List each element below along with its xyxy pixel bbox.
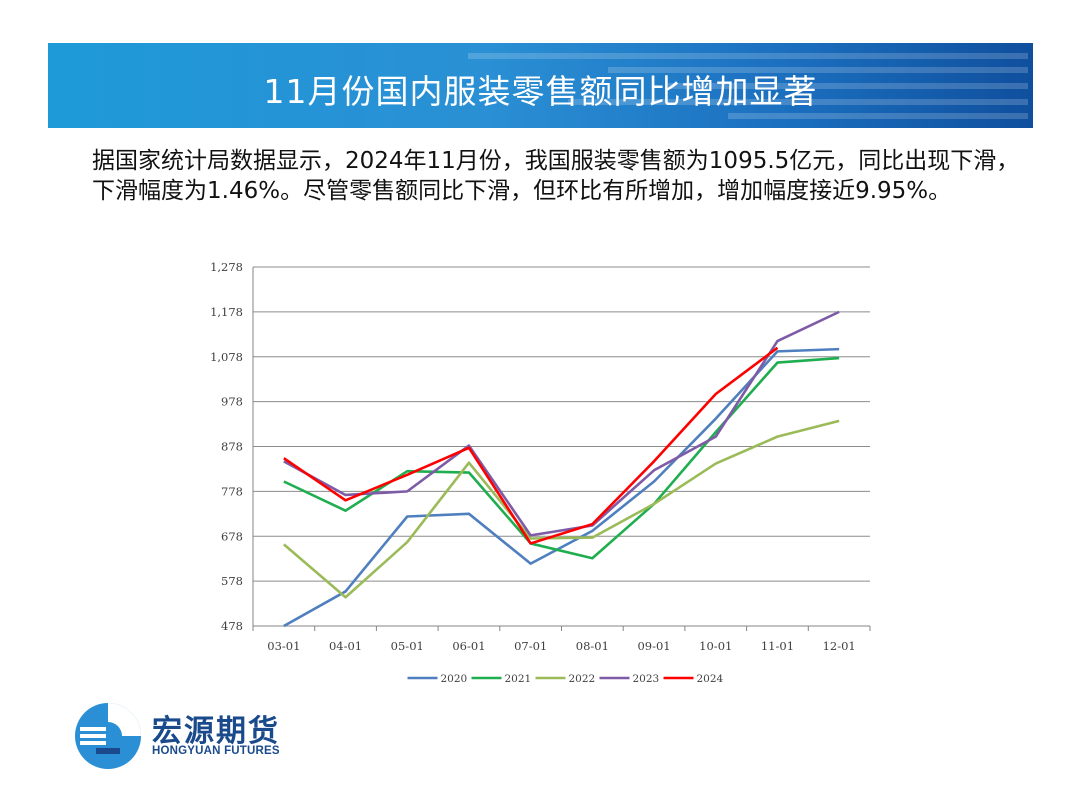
series-line-2020: [283, 347, 840, 628]
company-logo: 宏源期货 HONGYUAN FUTURES: [72, 700, 312, 772]
x-tick-label: 05-01: [391, 639, 424, 653]
series-line-2024: [283, 346, 779, 545]
line-chart: 478 578 678 778 878 978 1,078 1,178 1,278 03-01 04…: [190, 255, 890, 695]
x-tick-label: 07-01: [514, 639, 547, 653]
x-tick-label: 09-01: [637, 639, 670, 653]
summary-paragraph: 据国家统计局数据显示，2024年11月份，我国服装零售额为1095.5亿元，同比…: [92, 148, 1020, 204]
legend-label-2021: 2021: [505, 673, 532, 685]
legend-label-2022: 2022: [569, 673, 596, 685]
y-tick-label: 478: [221, 619, 243, 633]
x-tick-label: 03-01: [267, 639, 300, 653]
x-tick-label: 12-01: [823, 639, 856, 653]
x-tick-label: 08-01: [576, 639, 609, 653]
y-tick-label: 778: [221, 484, 243, 498]
logo-chinese-name: 宏源期货: [152, 714, 280, 749]
y-tick-label: 578: [221, 574, 243, 588]
series-line-2023: [283, 310, 840, 537]
x-tick-label: 10-01: [699, 639, 732, 653]
legend-label-2020: 2020: [441, 673, 468, 685]
legend-label-2024: 2024: [697, 673, 724, 685]
hongyuan-logo-icon: [75, 703, 141, 769]
slide-title: 11月份国内服装零售额同比增加显著: [263, 72, 818, 111]
y-tick-label: 1,278: [210, 260, 243, 274]
y-tick-label: 878: [221, 440, 243, 454]
y-tick-label: 1,078: [210, 350, 243, 364]
x-tick-label: 06-01: [452, 639, 485, 653]
x-tick-label: 11-01: [761, 639, 794, 653]
y-tick-label: 1,178: [210, 305, 243, 319]
y-tick-label: 678: [221, 529, 243, 543]
y-tick-label: 978: [221, 395, 243, 409]
legend-label-2023: 2023: [633, 673, 660, 685]
logo-english-name: HONGYUAN FUTURES: [152, 745, 280, 757]
x-tick-label: 04-01: [329, 639, 362, 653]
chart-svg: 478 578 678 778 878 978 1,078 1,178 1,278 03-01 04…: [210, 260, 871, 685]
series-line-2021: [283, 356, 840, 560]
series-line-2022: [283, 419, 840, 599]
title-banner: 11月份国内服装零售额同比增加显著: [48, 43, 1033, 128]
